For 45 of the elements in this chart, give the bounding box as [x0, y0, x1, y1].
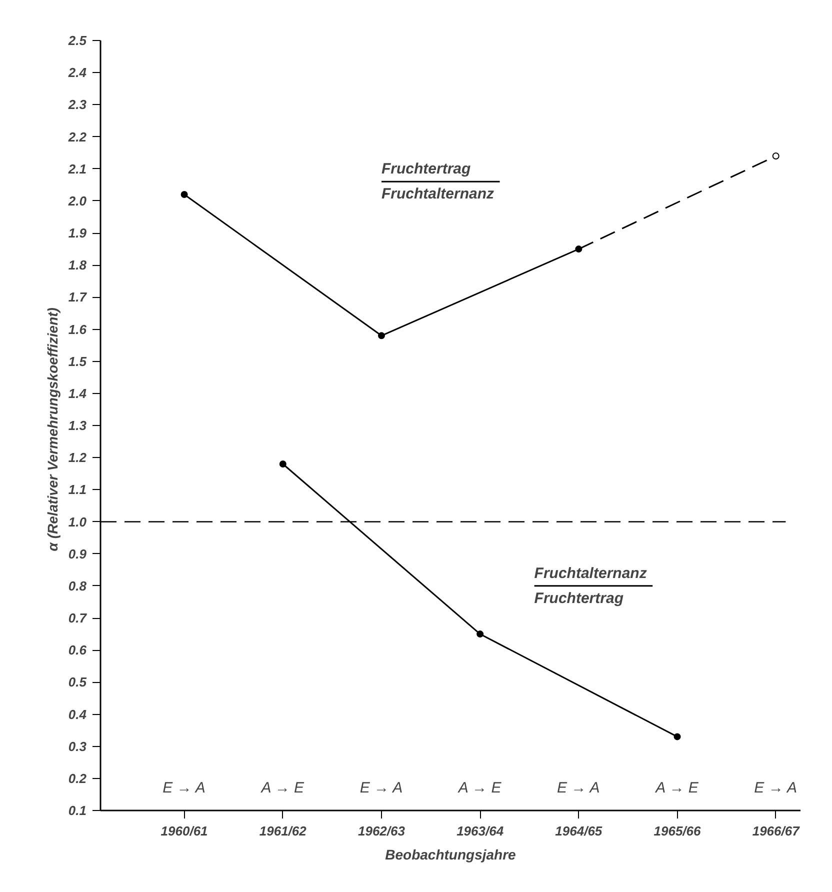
y-tick-label: 0.1	[68, 803, 87, 818]
y-tick-label: 0.4	[68, 706, 88, 722]
y-tick-label: 2.4	[67, 65, 88, 80]
annotation: E → A	[556, 780, 600, 797]
annotation: E → A	[360, 780, 403, 797]
y-tick-label: 1.1	[68, 482, 87, 498]
y-tick-label: 1.7	[68, 290, 88, 305]
x-tick-label: 1965/66	[654, 824, 702, 838]
x-tick-label: 1961/62	[259, 824, 308, 838]
x-tick-label: 1963/64	[456, 824, 504, 838]
y-tick-label: 1.2	[68, 450, 88, 466]
y-tick-label: 2.2	[67, 129, 88, 144]
annotation: A → E	[260, 780, 306, 797]
annotation: A → E	[654, 780, 700, 797]
x-tick-label: 1966/67	[752, 824, 800, 838]
x-tick-label: 1964/65	[555, 824, 603, 838]
annotation: Fruchtalternanz	[381, 186, 494, 203]
y-tick-label: 1.4	[68, 386, 88, 401]
annotation: Fruchtertrag	[534, 590, 624, 607]
y-tick-label: 1.3	[68, 418, 88, 433]
x-tick-label: 1962/63	[358, 824, 406, 838]
y-tick-label: 1.6	[68, 322, 88, 337]
y-tick-label: 1.8	[68, 258, 88, 273]
annotation: E → A	[754, 780, 797, 797]
y-tick-label: 0.7	[68, 610, 88, 626]
y-tick-label: 0.3	[68, 738, 88, 754]
annotation: Fruchtalternanz	[534, 564, 648, 582]
y-tick-label: 2.0	[67, 193, 88, 208]
annotation: Fruchtertrag	[381, 160, 471, 178]
y-tick-label: 0.2	[68, 770, 88, 786]
y-tick-label: 0.9	[68, 546, 88, 562]
x-axis-title: Beobachtungsjahre	[385, 846, 516, 862]
y-tick-label: 1.0	[68, 514, 88, 530]
y-tick-label: 2.3	[67, 97, 88, 112]
y-tick-label: 0.5	[68, 674, 88, 690]
y-tick-label: 1.5	[68, 354, 88, 369]
y-tick-label: 1.9	[68, 226, 88, 240]
y-tick-label: 0.6	[68, 642, 88, 658]
y-axis-title: α (Relativer Vermehrungskoeffizient)	[44, 307, 60, 552]
y-tick-label: 2.1	[67, 161, 87, 176]
y-tick-label: 0.8	[68, 578, 88, 594]
annotation: A → E	[457, 780, 502, 797]
x-tick-label: 1960/61	[160, 824, 208, 838]
annotation: E → A	[162, 780, 206, 797]
y-tick-label: 2.5	[67, 33, 88, 48]
